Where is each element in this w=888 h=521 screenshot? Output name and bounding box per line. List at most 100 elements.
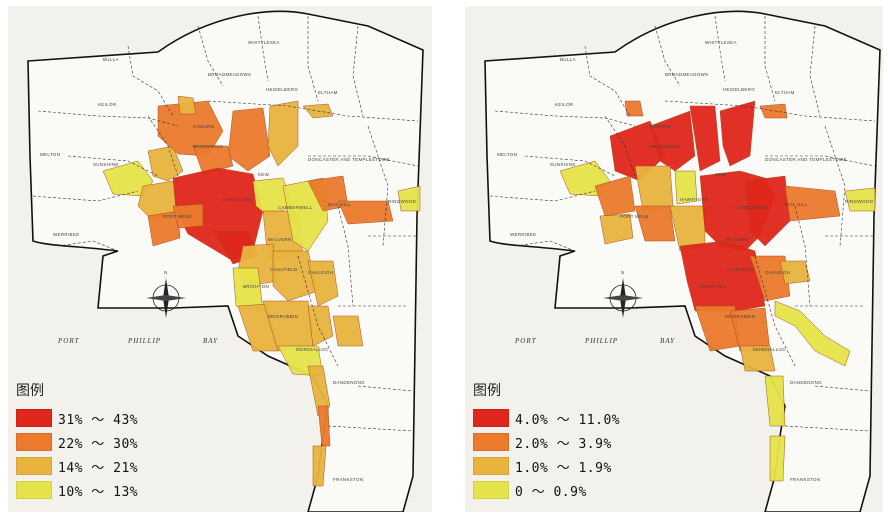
legend-item: 0 ～ 0.9%: [473, 478, 620, 502]
choropleth-region: [192, 145, 234, 175]
place-label: MOORABBIN: [725, 314, 755, 319]
municipal-boundary: [67, 155, 159, 177]
place-label: FRANKSTON: [790, 477, 820, 482]
bay-label: PHILLIP: [127, 337, 161, 345]
place-label: CAULFIELD: [727, 267, 755, 272]
municipal-boundary: [784, 425, 871, 432]
legend-item: 2.0% ～ 3.9%: [473, 430, 620, 454]
place-label: DANDENONG: [333, 380, 365, 385]
legend-label: 14% ～ 21%: [58, 460, 139, 476]
place-label: KEW: [258, 172, 270, 177]
legend-swatch: [473, 409, 509, 427]
municipal-boundary: [307, 16, 319, 102]
municipal-boundary: [327, 425, 414, 432]
legend-label: 31% ～ 43%: [58, 412, 139, 428]
municipal-boundary: [197, 25, 224, 87]
municipal-boundary: [337, 205, 354, 307]
municipal-boundary: [308, 155, 419, 167]
place-label: KEW: [715, 172, 727, 177]
legend-swatch: [473, 457, 509, 475]
place-label: MELTON: [40, 152, 60, 157]
place-label: KEILOR: [98, 102, 117, 107]
choropleth-region: [272, 250, 319, 302]
bay-area: [475, 306, 785, 512]
choropleth-region: [267, 100, 299, 167]
bay-label: PHILLIP: [584, 337, 618, 345]
municipal-boundary: [814, 385, 871, 392]
bay-label: PORT: [514, 337, 537, 345]
place-label: BULLA: [560, 57, 576, 62]
place-label: PORT MELB: [620, 214, 649, 219]
choropleth-region: [172, 203, 204, 229]
legend-swatch: [16, 409, 52, 427]
legend-item: 1.0% ～ 1.9%: [473, 454, 620, 478]
choropleth-region: [332, 315, 364, 347]
place-label: MOORABBIN: [268, 314, 298, 319]
choropleth-region: [337, 200, 394, 225]
place-label: DANDENONG: [790, 380, 822, 385]
place-label: BOX HILL: [328, 202, 351, 207]
compass-needle: [146, 295, 186, 301]
place-label: BRIGHTON: [243, 284, 269, 289]
legend-item: 4.0% ～ 11.0%: [473, 406, 620, 430]
place-label: KEILOR: [555, 102, 574, 107]
legend-label: 22% ～ 30%: [58, 436, 139, 452]
place-label: MORDIALLOC: [753, 347, 786, 352]
municipal-boundary: [207, 100, 419, 122]
legend-title: 图例: [473, 383, 501, 399]
left-map: BULLA BROADMEADOWS WHITTLESEA KEILOR HEIDELB…: [18, 10, 424, 512]
choropleth-region: [749, 255, 791, 302]
place-label: BROADMEADOWS: [208, 72, 251, 77]
municipal-boundary: [714, 15, 726, 82]
legend-item: 31% ～ 43%: [16, 406, 138, 430]
municipal-boundary: [654, 25, 681, 87]
municipal-boundary: [754, 255, 796, 367]
legend-label: 1.0% ～ 1.9%: [515, 460, 612, 476]
choropleth-region: [679, 240, 766, 312]
right-legend: 图例 4.0% ～ 11.0% 2.0% ～ 3.9% 1.0% ～ 1.9% …: [473, 380, 620, 502]
municipal-boundary: [147, 115, 179, 177]
place-label: ELTHAM: [775, 90, 795, 95]
place-label: WHITTLESEA: [248, 40, 280, 45]
place-label: MORDIALLOC: [296, 347, 329, 352]
legend-label: 10% ～ 13%: [58, 484, 139, 500]
legend-swatch: [473, 481, 509, 499]
place-label: HEIDELBERG: [266, 87, 298, 92]
place-label: MELTON: [497, 152, 517, 157]
place-label: HAWTHORN: [223, 197, 252, 202]
choropleth-region: [147, 210, 181, 247]
municipal-boundary: [257, 15, 269, 82]
legend-item: 14% ～ 21%: [16, 454, 138, 478]
municipal-boundary: [584, 45, 631, 117]
legend-label: 0 ～ 0.9%: [515, 484, 587, 500]
municipal-boundary: [765, 155, 876, 167]
choropleth-region: [769, 435, 786, 482]
municipal-boundary: [524, 155, 616, 177]
left-map-panel: BULLA BROADMEADOWS WHITTLESEA KEILOR HEIDELB…: [8, 6, 432, 512]
choropleth-region: [594, 175, 636, 217]
legend-item: 10% ～ 13%: [16, 478, 138, 502]
place-label: ELTHAM: [318, 90, 338, 95]
place-label: DONCASTER AND TEMPLESTOWE: [765, 157, 847, 162]
municipal-boundary: [367, 125, 389, 247]
choropleth-region: [674, 170, 698, 205]
choropleth-region: [739, 345, 776, 372]
place-label: HEIDELBERG: [723, 87, 755, 92]
municipal-boundary: [664, 100, 876, 122]
choropleth-region: [599, 213, 634, 245]
compass-needle: [603, 295, 643, 301]
place-label: DONCASTER AND TEMPLESTOWE: [308, 157, 390, 162]
place-label: RINGWOOD: [388, 199, 417, 204]
left-legend: 图例 31% ～ 43% 22% ～ 30% 14% ～ 21% 10% ～ 1…: [16, 380, 138, 502]
place-label: WERRIBEE: [510, 232, 536, 237]
choropleth-region: [624, 100, 644, 117]
choropleth-region: [312, 445, 327, 487]
choropleth-region: [177, 95, 197, 115]
place-label: BRUNSWICK: [193, 144, 223, 149]
place-label: BROADMEADOWS: [665, 72, 708, 77]
place-label: HAWTHORN: [680, 197, 709, 202]
legend-swatch: [16, 481, 52, 499]
municipal-boundary: [357, 385, 414, 392]
municipal-boundary: [297, 255, 339, 367]
place-label: OAKLEIGH: [765, 270, 790, 275]
